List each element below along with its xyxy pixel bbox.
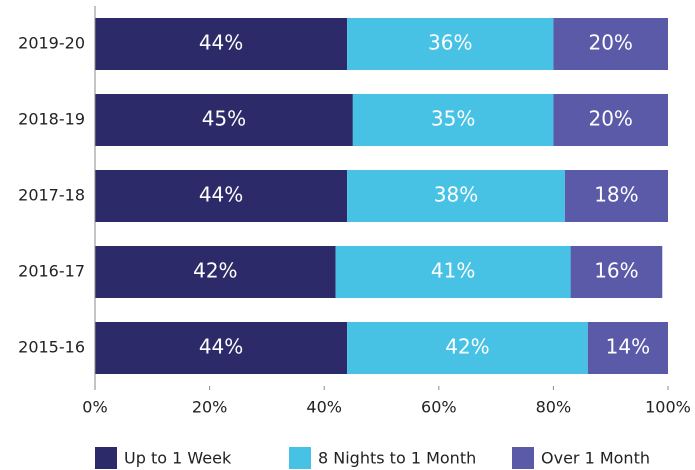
value-label: 44% (199, 31, 243, 55)
y-tick-label: 2015-16 (18, 338, 85, 357)
value-label: 44% (199, 335, 243, 359)
value-label: 14% (606, 335, 650, 359)
x-tick-label: 60% (421, 398, 457, 417)
value-label: 16% (594, 259, 638, 283)
legend-label: Over 1 Month (541, 449, 650, 468)
value-label: 38% (434, 183, 478, 207)
legend-swatch (95, 447, 117, 469)
legend-label: Up to 1 Week (124, 449, 232, 468)
x-tick-label: 40% (306, 398, 342, 417)
bar-segment (335, 246, 571, 298)
bar-segment (564, 170, 668, 222)
value-label: 44% (199, 183, 243, 207)
value-label: 45% (202, 107, 246, 131)
x-tick-label: 100% (645, 398, 691, 417)
x-tick-label: 0% (82, 398, 107, 417)
value-label: 18% (594, 183, 638, 207)
bar-segment (95, 322, 348, 374)
bar-segment (553, 18, 668, 70)
value-label: 41% (431, 259, 475, 283)
bar-segment (587, 322, 668, 374)
bar-segment (95, 170, 348, 222)
bar-segment (347, 322, 588, 374)
y-tick-label: 2017-18 (18, 186, 85, 205)
bar-segment (347, 170, 565, 222)
x-tick-label: 80% (536, 398, 572, 417)
bar-segment (95, 94, 353, 146)
value-label: 42% (445, 335, 489, 359)
bar-segment (347, 18, 554, 70)
y-tick-label: 2019-20 (18, 34, 85, 53)
y-tick-label: 2016-17 (18, 262, 85, 281)
value-label: 36% (428, 31, 472, 55)
bar-segment (95, 18, 348, 70)
value-label: 20% (588, 31, 632, 55)
bar-segment (553, 94, 668, 146)
value-label: 42% (193, 259, 237, 283)
legend-label: 8 Nights to 1 Month (318, 449, 476, 468)
bar-segment (95, 246, 336, 298)
value-label: 35% (431, 107, 475, 131)
bar-segment (570, 246, 663, 298)
y-tick-label: 2018-19 (18, 110, 85, 129)
legend-swatch (289, 447, 311, 469)
legend-swatch (512, 447, 534, 469)
x-tick-label: 20% (192, 398, 228, 417)
bar-segment (352, 94, 554, 146)
value-label: 20% (588, 107, 632, 131)
